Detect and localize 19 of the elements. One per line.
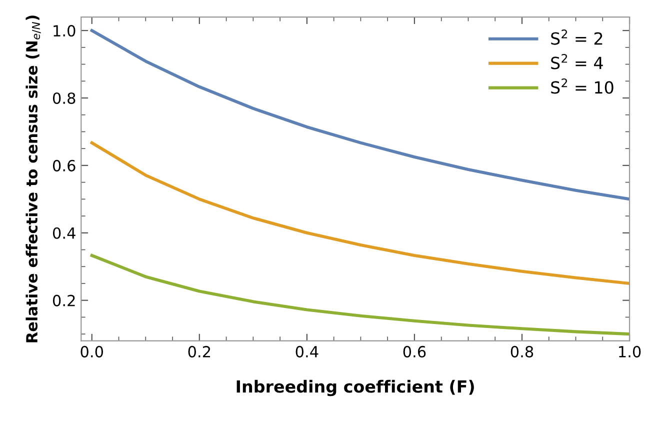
y-tick-label: 1.0 [54, 24, 76, 37]
legend-label: S$^{2}$ = 2 [551, 30, 602, 45]
x-tick-label: 0.6 [403, 346, 426, 358]
y-axis-title: Relative effective to census size (N$_{e/N}$) [26, 16, 41, 342]
line-series [90, 254, 630, 336]
line-series [90, 29, 630, 201]
line-series [90, 141, 630, 285]
x-tick-label: 0.4 [296, 346, 318, 358]
y-tick-label: 0.2 [52, 294, 75, 306]
legend-label: S$^{2}$ = 4 [551, 54, 603, 70]
y-tick-label: 0.8 [52, 92, 76, 104]
x-tick-label: 0.0 [80, 346, 104, 358]
y-tick-label: 0.4 [52, 227, 76, 239]
x-tick-label: 1.0 [619, 346, 641, 358]
x-axis-title: Inbreeding coefficient (F) [236, 380, 474, 396]
legend-label: S$^{2}$ = 10 [551, 78, 614, 94]
x-tick-label: 0.8 [510, 346, 534, 358]
y-tick-label: 0.6 [52, 160, 76, 172]
x-tick-label: 0.2 [188, 346, 210, 358]
